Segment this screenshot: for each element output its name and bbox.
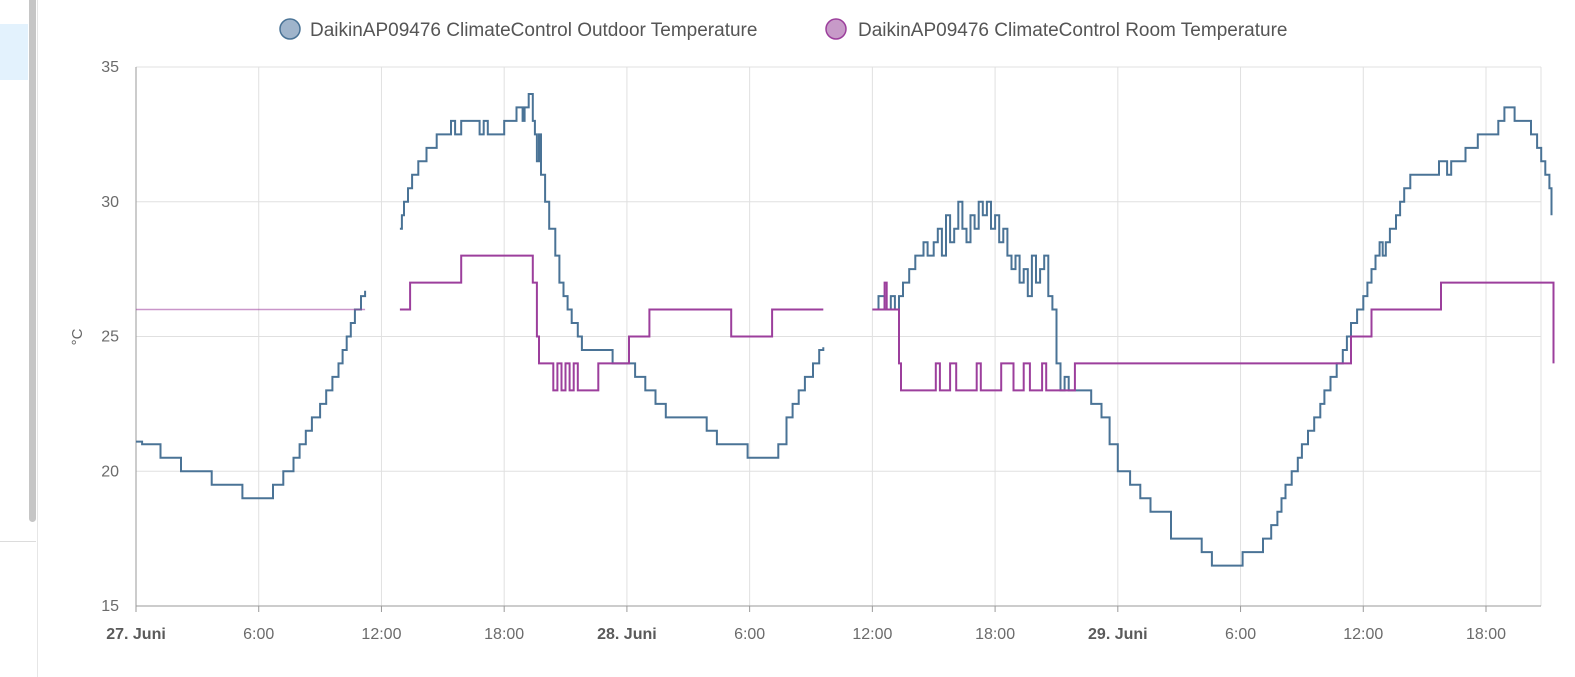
sidebar-selected-item[interactable] [0, 24, 28, 80]
legend-item[interactable]: DaikinAP09476 ClimateControl Room Temper… [825, 18, 1287, 41]
legend-label: DaikinAP09476 ClimateControl Room Temper… [858, 20, 1287, 41]
series-line-segment [136, 290, 367, 500]
legend-label: DaikinAP09476 ClimateControl Outdoor Tem… [310, 20, 757, 41]
x-tick-label: 28. Juni [597, 626, 657, 643]
y-tick-label: 35 [101, 59, 119, 76]
legend[interactable]: DaikinAP09476 ClimateControl Outdoor Tem… [279, 18, 1287, 41]
series-lines [136, 93, 1555, 567]
y-tick-label: 30 [101, 194, 119, 211]
y-axis: 35 30 25 20 15 [101, 59, 137, 615]
x-tick-label: 27. Juni [106, 626, 166, 643]
y-axis-label: °C [69, 328, 86, 345]
series-line-segment [872, 106, 1553, 567]
series-line-segment [399, 93, 825, 459]
x-tick-label: 29. Juni [1088, 626, 1148, 643]
x-tick-label: 12:00 [852, 626, 892, 643]
x-tick-label: 12:00 [1343, 626, 1383, 643]
scrollbar-thumb[interactable] [29, 0, 36, 522]
x-tick-label: 12:00 [361, 626, 401, 643]
x-tick-label: 18:00 [975, 626, 1015, 643]
x-tick-label: 6:00 [734, 626, 765, 643]
y-tick-label: 15 [101, 598, 119, 615]
series-line-segment [872, 281, 1555, 392]
panel-edge [37, 0, 38, 677]
legend-item[interactable]: DaikinAP09476 ClimateControl Outdoor Tem… [279, 18, 757, 41]
x-tick-label: 6:00 [1225, 626, 1256, 643]
series-line-segment [399, 254, 824, 392]
y-tick-label: 20 [101, 463, 119, 480]
series-room-temperature [136, 254, 1555, 392]
legend-swatch [279, 18, 301, 40]
series-outdoor-temperature [136, 93, 1553, 567]
x-axis: 27. Juni 6:00 12:00 18:00 28. Juni 6:00 12:00 1… [106, 605, 1541, 643]
x-tick-label: 18:00 [1466, 626, 1506, 643]
legend-swatch [825, 18, 847, 40]
y-tick-label: 25 [101, 329, 119, 346]
x-tick-label: 6:00 [243, 626, 274, 643]
side-panel [0, 0, 38, 677]
divider [0, 541, 36, 542]
x-tick-label: 18:00 [484, 626, 524, 643]
